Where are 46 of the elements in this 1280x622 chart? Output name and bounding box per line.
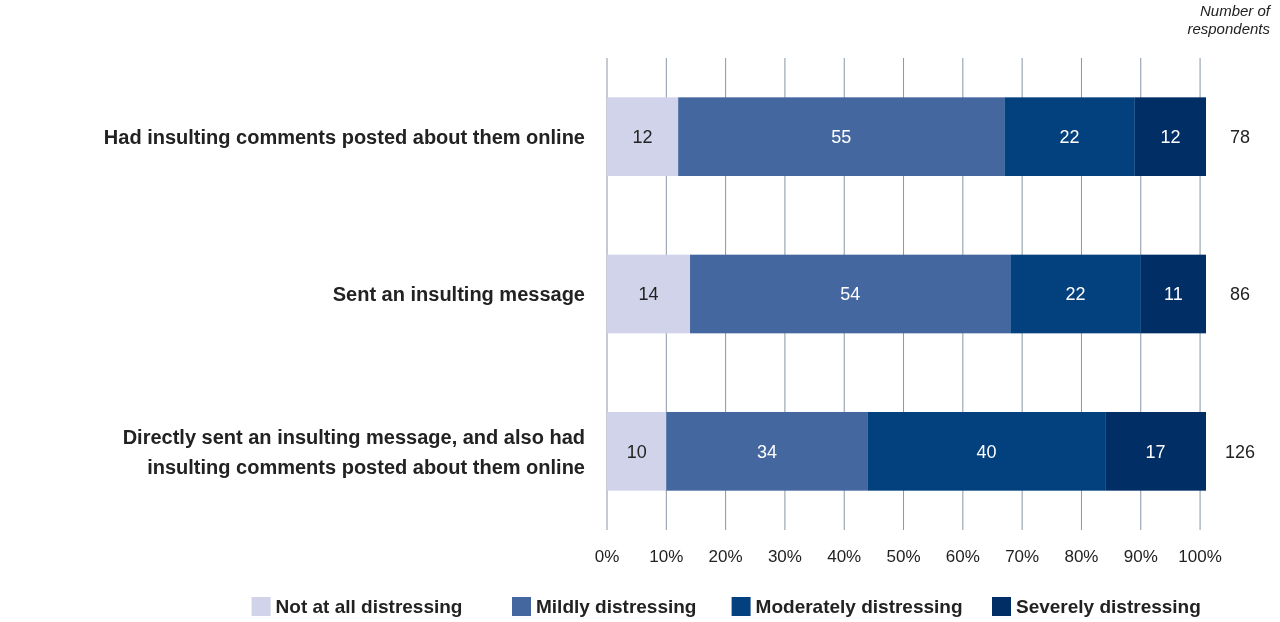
- bar: [1010, 254, 1141, 334]
- data-label: 22: [1059, 126, 1080, 147]
- text: 86: [1229, 284, 1251, 305]
- bar: [1004, 97, 1135, 176]
- x-tick-label: 80%: [1064, 546, 1099, 566]
- legend-label: Severely distressing: [1016, 595, 1201, 617]
- data-label: 22: [1065, 284, 1086, 305]
- x-tick-label: 20%: [708, 546, 743, 566]
- data-label: 40: [976, 441, 997, 462]
- x-tick-label: 60%: [945, 546, 980, 566]
- bar: [1134, 97, 1206, 176]
- y-tick-label: Sent an insulting message: [332, 283, 585, 305]
- data-label: 14: [638, 284, 659, 305]
- x-tick-label: 90%: [1123, 546, 1158, 566]
- bar: [607, 412, 667, 491]
- x-tick-label: 30%: [767, 546, 802, 566]
- x-tick-label: 0%: [594, 546, 620, 566]
- x-tick-label: 40%: [827, 546, 862, 566]
- bar: [1140, 254, 1206, 334]
- x-tick-label: 10%: [649, 546, 684, 566]
- bar: [867, 412, 1106, 491]
- data-label: 10: [626, 441, 647, 462]
- x-tick-label: 70%: [1005, 546, 1040, 566]
- data-label: 12: [1160, 126, 1181, 147]
- data-label: 55: [831, 126, 852, 147]
- legend-label: Not at all distressing: [275, 595, 463, 617]
- data-label: 12: [632, 126, 653, 147]
- y-tick-label: Directly sent an insulting message, and also had insulting comments posted about them online: [122, 426, 585, 479]
- text: 126: [1224, 441, 1256, 462]
- legend-label: Mildly distressing: [536, 595, 697, 617]
- data-label: 17: [1145, 441, 1166, 462]
- bar: [678, 97, 1005, 176]
- data-label: 54: [840, 284, 861, 305]
- x-tick-label: 100%: [1178, 546, 1222, 566]
- bar: [690, 254, 1011, 334]
- x-tick-label: 50%: [886, 546, 921, 566]
- data-label: 34: [757, 441, 778, 462]
- text: Number of respondents: [1187, 2, 1272, 37]
- y-tick-label: Had insulting comments posted about them online: [103, 125, 585, 148]
- data-label: 11: [1164, 284, 1183, 305]
- bar: [1105, 412, 1206, 491]
- text: 78: [1229, 126, 1251, 147]
- bar: [607, 97, 679, 176]
- bar: [607, 254, 691, 334]
- legend-label: Moderately distressing: [755, 595, 963, 617]
- bar: [666, 412, 868, 491]
